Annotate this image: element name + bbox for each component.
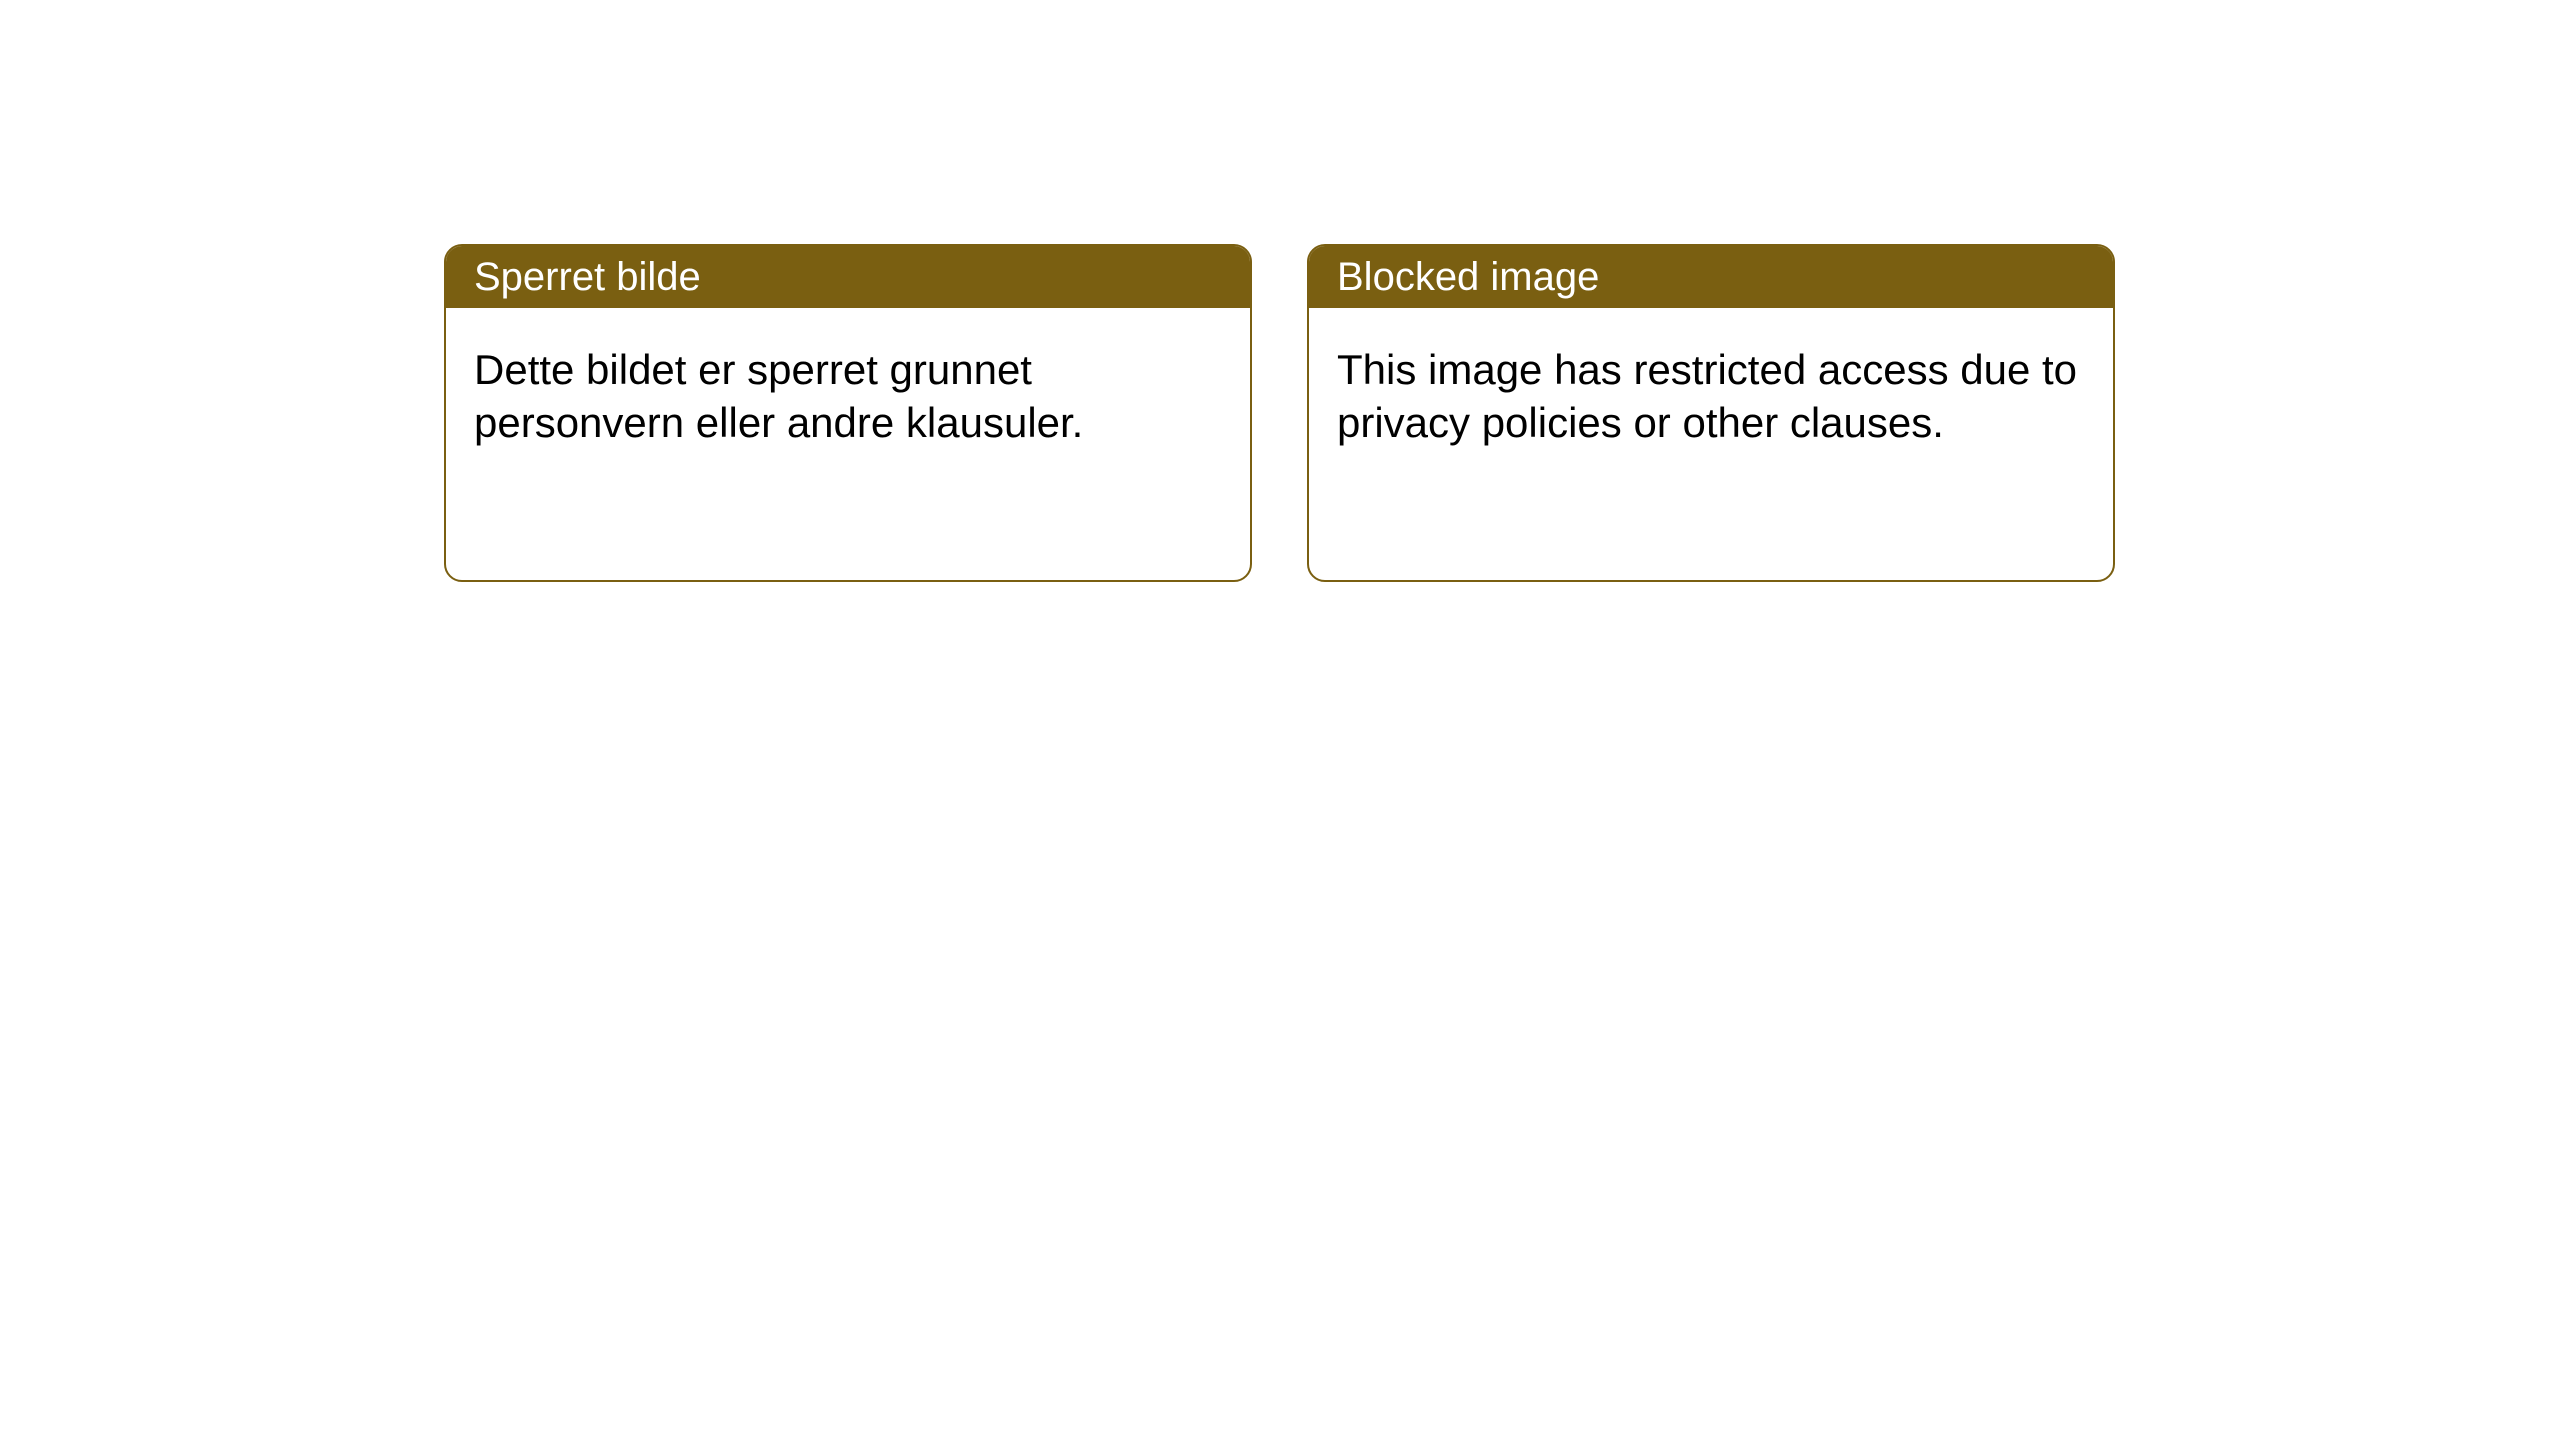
notice-container: Sperret bilde Dette bildet er sperret gr… — [0, 0, 2560, 582]
notice-body: Dette bildet er sperret grunnet personve… — [446, 308, 1250, 485]
notice-card-english: Blocked image This image has restricted … — [1307, 244, 2115, 582]
notice-body: This image has restricted access due to … — [1309, 308, 2113, 485]
notice-text: Dette bildet er sperret grunnet personve… — [474, 346, 1083, 446]
notice-header: Blocked image — [1309, 246, 2113, 308]
notice-header: Sperret bilde — [446, 246, 1250, 308]
notice-text: This image has restricted access due to … — [1337, 346, 2077, 446]
notice-title: Blocked image — [1337, 255, 1599, 300]
notice-title: Sperret bilde — [474, 255, 701, 300]
notice-card-norwegian: Sperret bilde Dette bildet er sperret gr… — [444, 244, 1252, 582]
